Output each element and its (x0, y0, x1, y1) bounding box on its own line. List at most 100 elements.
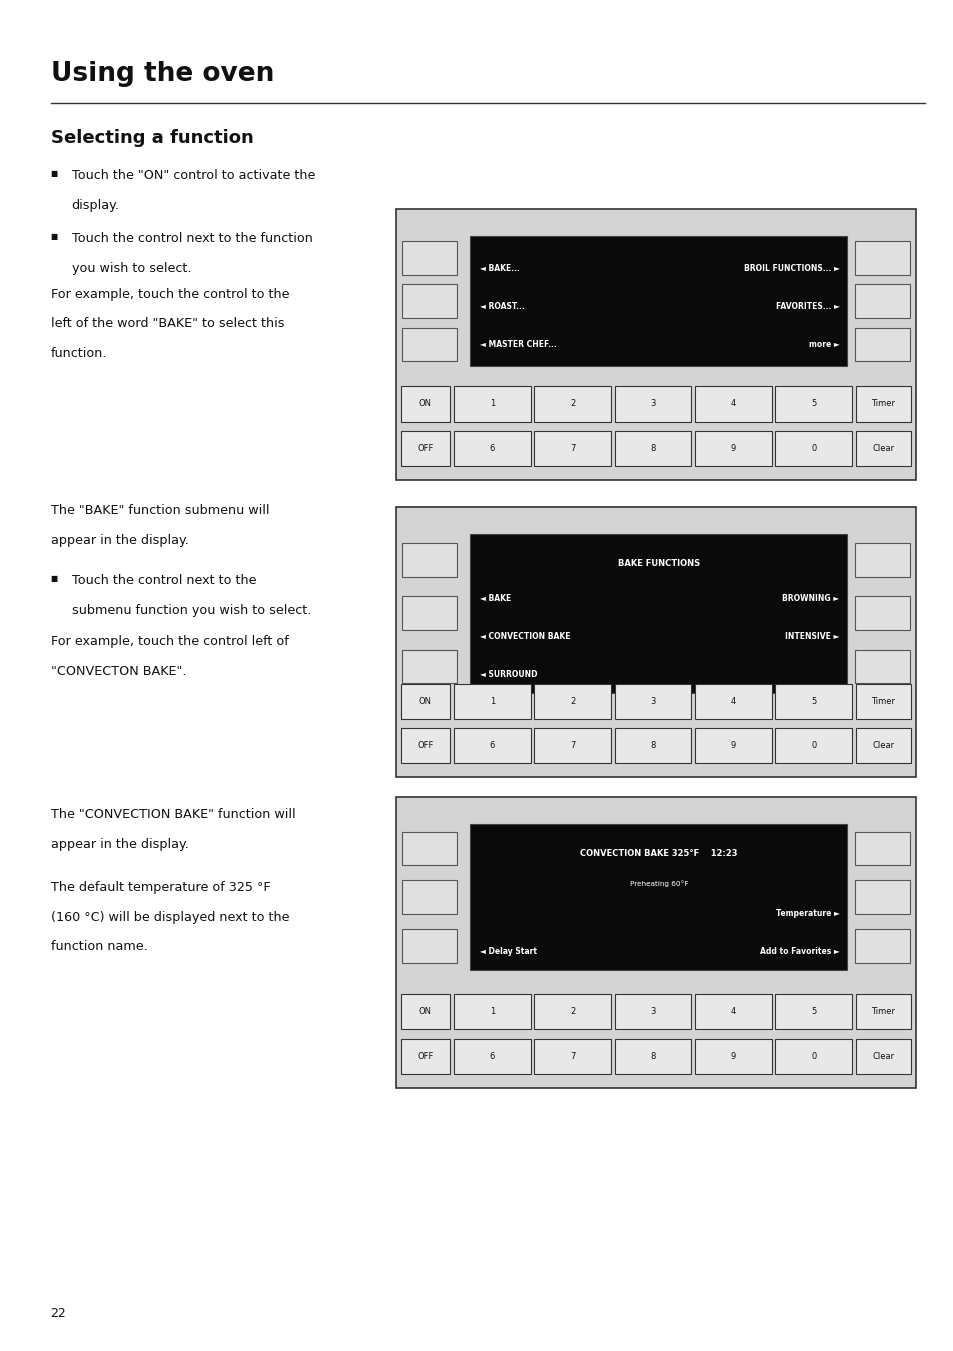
FancyBboxPatch shape (695, 728, 771, 763)
FancyBboxPatch shape (401, 543, 456, 577)
Text: 2: 2 (570, 697, 575, 705)
Text: function.: function. (51, 347, 107, 361)
Text: OFF: OFF (416, 742, 434, 750)
Text: INTENSIVE ►: INTENSIVE ► (784, 632, 839, 640)
FancyBboxPatch shape (400, 994, 450, 1029)
Text: BROWNING ►: BROWNING ► (781, 594, 839, 603)
FancyBboxPatch shape (614, 994, 691, 1029)
Text: 6: 6 (489, 742, 495, 750)
Text: "CONVECTON BAKE".: "CONVECTON BAKE". (51, 665, 186, 678)
FancyBboxPatch shape (400, 431, 450, 466)
Text: 0: 0 (810, 1052, 816, 1061)
FancyBboxPatch shape (775, 728, 851, 763)
Text: ◄ Delay Start: ◄ Delay Start (479, 947, 537, 955)
Text: 3: 3 (650, 400, 655, 408)
FancyBboxPatch shape (534, 994, 610, 1029)
Text: 9: 9 (730, 1052, 735, 1061)
Text: 8: 8 (650, 1052, 655, 1061)
Text: Using the oven: Using the oven (51, 61, 274, 88)
FancyBboxPatch shape (534, 386, 610, 422)
Text: ON: ON (418, 1008, 432, 1016)
Text: 0: 0 (810, 444, 816, 453)
Text: CONVECTION BAKE 325°F    12:23: CONVECTION BAKE 325°F 12:23 (579, 850, 737, 858)
Text: ■: ■ (51, 232, 58, 242)
Text: BROIL FUNCTIONS... ►: BROIL FUNCTIONS... ► (743, 265, 839, 273)
FancyBboxPatch shape (854, 650, 909, 684)
FancyBboxPatch shape (401, 881, 456, 915)
Text: Temperature ►: Temperature ► (775, 909, 839, 917)
Text: ■: ■ (51, 169, 58, 178)
FancyBboxPatch shape (854, 596, 909, 630)
FancyBboxPatch shape (854, 284, 909, 319)
FancyBboxPatch shape (395, 507, 915, 777)
Text: ◄ BAKE: ◄ BAKE (479, 594, 511, 603)
FancyBboxPatch shape (854, 543, 909, 577)
Text: The "BAKE" function submenu will: The "BAKE" function submenu will (51, 504, 269, 517)
FancyBboxPatch shape (614, 728, 691, 763)
Text: ON: ON (418, 400, 432, 408)
FancyBboxPatch shape (401, 240, 456, 276)
FancyBboxPatch shape (470, 534, 846, 693)
Text: 4: 4 (730, 400, 735, 408)
Text: 6: 6 (489, 444, 495, 453)
Text: 1: 1 (489, 697, 495, 705)
FancyBboxPatch shape (775, 386, 851, 422)
FancyBboxPatch shape (395, 797, 915, 1088)
Text: Timer: Timer (870, 697, 895, 705)
Text: 2: 2 (570, 1008, 575, 1016)
Text: For example, touch the control to the: For example, touch the control to the (51, 288, 289, 301)
Text: function name.: function name. (51, 940, 147, 954)
FancyBboxPatch shape (401, 596, 456, 630)
FancyBboxPatch shape (855, 386, 910, 422)
FancyBboxPatch shape (454, 386, 530, 422)
Text: Clear: Clear (871, 444, 894, 453)
Text: Selecting a function: Selecting a function (51, 128, 253, 147)
FancyBboxPatch shape (855, 431, 910, 466)
FancyBboxPatch shape (614, 431, 691, 466)
Text: 7: 7 (569, 742, 575, 750)
FancyBboxPatch shape (614, 1039, 691, 1074)
FancyBboxPatch shape (401, 328, 456, 361)
FancyBboxPatch shape (401, 929, 456, 962)
FancyBboxPatch shape (855, 994, 910, 1029)
FancyBboxPatch shape (855, 1039, 910, 1074)
FancyBboxPatch shape (775, 1039, 851, 1074)
FancyBboxPatch shape (400, 386, 450, 422)
FancyBboxPatch shape (395, 209, 915, 480)
Text: The "CONVECTION BAKE" function will: The "CONVECTION BAKE" function will (51, 808, 294, 821)
Text: Clear: Clear (871, 742, 894, 750)
Text: 22: 22 (51, 1306, 67, 1320)
FancyBboxPatch shape (695, 1039, 771, 1074)
Text: 2: 2 (570, 400, 575, 408)
Text: Touch the control next to the function: Touch the control next to the function (71, 232, 312, 246)
Text: ◄ ROAST...: ◄ ROAST... (479, 303, 524, 311)
FancyBboxPatch shape (695, 684, 771, 719)
Text: Timer: Timer (870, 1008, 895, 1016)
Text: FAVORITES... ►: FAVORITES... ► (775, 303, 839, 311)
Text: ◄ BAKE...: ◄ BAKE... (479, 265, 519, 273)
FancyBboxPatch shape (401, 284, 456, 319)
Text: 3: 3 (650, 1008, 655, 1016)
Text: Touch the control next to the: Touch the control next to the (71, 574, 255, 588)
Text: appear in the display.: appear in the display. (51, 838, 188, 851)
Text: you wish to select.: you wish to select. (71, 262, 191, 276)
FancyBboxPatch shape (854, 240, 909, 276)
Text: Clear: Clear (871, 1052, 894, 1061)
Text: The default temperature of 325 °F: The default temperature of 325 °F (51, 881, 270, 894)
FancyBboxPatch shape (854, 929, 909, 962)
FancyBboxPatch shape (454, 728, 530, 763)
FancyBboxPatch shape (695, 994, 771, 1029)
FancyBboxPatch shape (534, 728, 610, 763)
Text: Touch the "ON" control to activate the: Touch the "ON" control to activate the (71, 169, 314, 182)
FancyBboxPatch shape (854, 831, 909, 866)
Text: ◄ CONVECTION BAKE: ◄ CONVECTION BAKE (479, 632, 570, 640)
Text: 3: 3 (650, 697, 655, 705)
FancyBboxPatch shape (614, 386, 691, 422)
Text: 8: 8 (650, 444, 655, 453)
FancyBboxPatch shape (454, 1039, 530, 1074)
Text: OFF: OFF (416, 1052, 434, 1061)
FancyBboxPatch shape (534, 684, 610, 719)
FancyBboxPatch shape (470, 236, 846, 366)
FancyBboxPatch shape (854, 328, 909, 361)
FancyBboxPatch shape (400, 684, 450, 719)
